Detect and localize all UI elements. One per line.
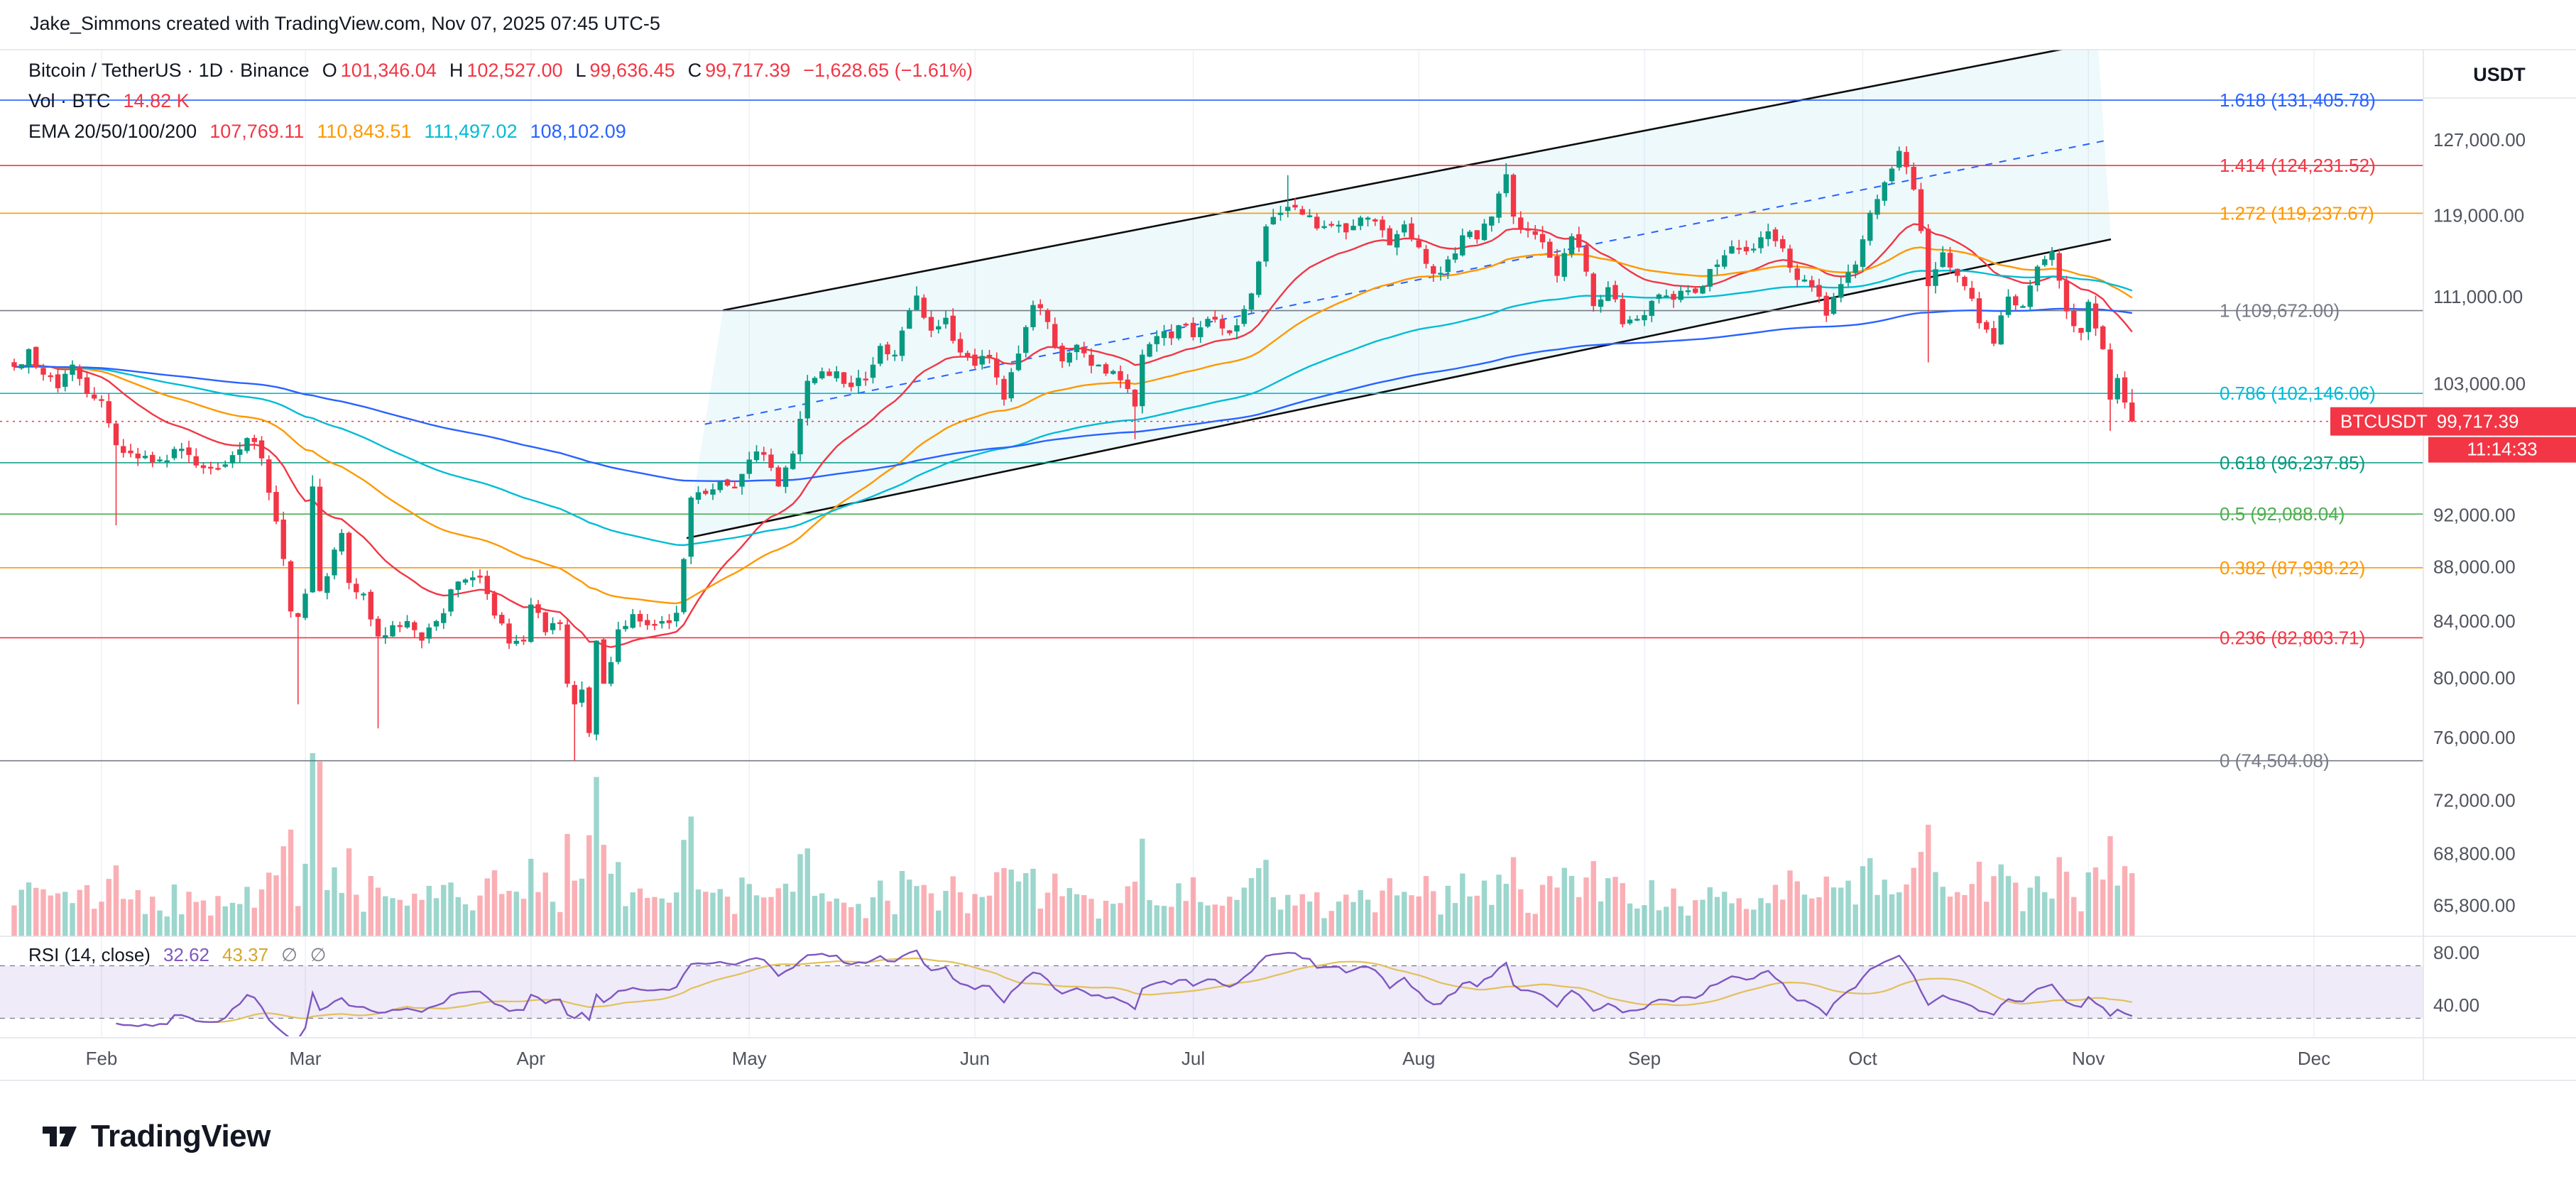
svg-text:11:14:33: 11:14:33 xyxy=(2467,439,2537,460)
svg-text:1.618 (131,405.78): 1.618 (131,405.78) xyxy=(2220,89,2376,111)
tradingview-logo-icon[interactable] xyxy=(40,1118,80,1155)
ema20-value: 107,769.11 xyxy=(209,121,305,142)
svg-text:BTCUSDT 99,717.39: BTCUSDT 99,717.39 xyxy=(2340,411,2518,432)
svg-text:Jul: Jul xyxy=(1181,1048,1205,1069)
channel-fill xyxy=(687,50,2112,539)
svg-text:Dec: Dec xyxy=(2298,1048,2330,1069)
channel-midline xyxy=(704,140,2105,425)
chart-chrome: 1.618 (131,405.78) 1.414 (124,231.52) 1.27… xyxy=(0,49,2576,1081)
candles xyxy=(11,146,2135,761)
svg-text:0.236 (82,803.71): 0.236 (82,803.71) xyxy=(2220,627,2365,648)
svg-text:92,000.00: 92,000.00 xyxy=(2433,505,2516,526)
main-legend: Bitcoin / TetherUS · 1D · Binance O 101,3… xyxy=(28,60,973,143)
ohlc-low: L 99,636.45 xyxy=(575,60,675,82)
volume-label[interactable]: Vol · BTC xyxy=(28,90,111,111)
close-label: C xyxy=(687,60,702,81)
svg-text:0.382 (87,938.22): 0.382 (87,938.22) xyxy=(2220,557,2365,579)
rsi-empty-1: ∅ xyxy=(281,944,298,965)
high-value: 102,527.00 xyxy=(466,60,563,81)
high-label: H xyxy=(449,60,464,81)
svg-text:Sep: Sep xyxy=(1628,1048,1661,1069)
rsi-value: 32.62 xyxy=(163,944,210,965)
change-value: −1,628.65 (−1.61%) xyxy=(803,60,973,81)
ema200-value: 108,102.09 xyxy=(530,121,626,142)
svg-text:1 (109,672.00): 1 (109,672.00) xyxy=(2220,300,2340,322)
svg-text:Aug: Aug xyxy=(1402,1048,1435,1069)
footer: TradingView xyxy=(0,1084,2576,1189)
svg-text:127,000.00: 127,000.00 xyxy=(2433,129,2526,150)
main-pane xyxy=(0,50,2423,936)
svg-text:72,000.00: 72,000.00 xyxy=(2433,790,2516,811)
volume-row: Vol · BTC 14.82 K xyxy=(28,90,973,112)
close-value: 99,717.39 xyxy=(705,60,791,81)
rsi-pane xyxy=(0,949,2423,1036)
svg-text:Feb: Feb xyxy=(86,1048,118,1069)
svg-text:40.00: 40.00 xyxy=(2433,995,2479,1016)
rsi-label[interactable]: RSI (14, close) xyxy=(28,944,151,965)
low-value: 99,636.45 xyxy=(589,60,675,81)
svg-text:Apr: Apr xyxy=(517,1048,546,1069)
rsi-legend: RSI (14, close) 32.62 43.37 ∅ ∅ xyxy=(28,944,326,966)
svg-text:0 (74,504.08): 0 (74,504.08) xyxy=(2220,750,2330,772)
open-value: 101,346.04 xyxy=(340,60,437,81)
svg-text:0.786 (102,146.06): 0.786 (102,146.06) xyxy=(2220,383,2376,404)
ohlc-high: H 102,527.00 xyxy=(449,60,563,82)
rsi-ma-value: 43.37 xyxy=(222,944,269,965)
low-label: L xyxy=(575,60,586,81)
svg-text:65,800.00: 65,800.00 xyxy=(2433,894,2516,916)
volume-bars xyxy=(11,753,2135,936)
svg-text:0.5 (92,088.04): 0.5 (92,088.04) xyxy=(2220,503,2345,525)
ohlc-close: C 99,717.39 xyxy=(688,60,791,82)
chart-area[interactable]: 1.618 (131,405.78) 1.414 (124,231.52) 1.27… xyxy=(0,0,2576,1084)
open-label: O xyxy=(322,60,337,81)
svg-text:80,000.00: 80,000.00 xyxy=(2433,667,2516,689)
ema-lines xyxy=(13,223,2133,648)
svg-text:1.272 (119,237.67): 1.272 (119,237.67) xyxy=(2220,202,2374,224)
tradingview-logo-text[interactable]: TradingView xyxy=(91,1119,271,1154)
svg-text:88,000.00: 88,000.00 xyxy=(2433,557,2516,578)
watermark-text: Jake_Simmons created with TradingView.co… xyxy=(30,13,660,34)
svg-text:May: May xyxy=(732,1048,767,1069)
price-chart-canvas[interactable]: 1.618 (131,405.78) 1.414 (124,231.52) 1.27… xyxy=(0,0,2576,1084)
svg-text:119,000.00: 119,000.00 xyxy=(2433,205,2524,226)
svg-text:76,000.00: 76,000.00 xyxy=(2433,727,2516,748)
ema-label[interactable]: EMA 20/50/100/200 xyxy=(28,121,197,142)
channel-lower-line xyxy=(686,238,2112,539)
svg-text:103,000.00: 103,000.00 xyxy=(2433,373,2526,395)
rsi-band xyxy=(0,965,2423,1019)
svg-text:0.618 (96,237.85): 0.618 (96,237.85) xyxy=(2220,452,2365,473)
ema50-value: 110,843.51 xyxy=(317,121,412,142)
svg-text:Nov: Nov xyxy=(2072,1048,2105,1069)
svg-text:Mar: Mar xyxy=(290,1048,322,1069)
rsi-empty-2: ∅ xyxy=(310,944,327,965)
svg-text:80.00: 80.00 xyxy=(2433,942,2479,963)
svg-text:84,000.00: 84,000.00 xyxy=(2433,610,2516,632)
volume-value: 14.82 K xyxy=(123,90,190,111)
symbol-row: Bitcoin / TetherUS · 1D · Binance O 101,3… xyxy=(28,60,973,82)
ema100-value: 111,497.02 xyxy=(424,121,518,142)
svg-text:68,800.00: 68,800.00 xyxy=(2433,843,2516,864)
svg-text:USDT: USDT xyxy=(2473,64,2526,85)
ohlc-open: O 101,346.04 xyxy=(322,60,437,82)
svg-text:Jun: Jun xyxy=(960,1048,990,1069)
symbol-title[interactable]: Bitcoin / TetherUS · 1D · Binance xyxy=(28,60,310,81)
channel-upper-line xyxy=(723,50,2065,312)
ema-row: EMA 20/50/100/200 107,769.11 110,843.51 … xyxy=(28,121,973,143)
svg-text:111,000.00: 111,000.00 xyxy=(2433,286,2523,307)
svg-text:Oct: Oct xyxy=(1848,1048,1877,1069)
month-gridlines xyxy=(101,50,2315,1038)
price-badge: BTCUSDT 99,717.39 11:14:33 xyxy=(2330,407,2576,463)
svg-text:1.414 (124,231.52): 1.414 (124,231.52) xyxy=(2220,155,2376,176)
